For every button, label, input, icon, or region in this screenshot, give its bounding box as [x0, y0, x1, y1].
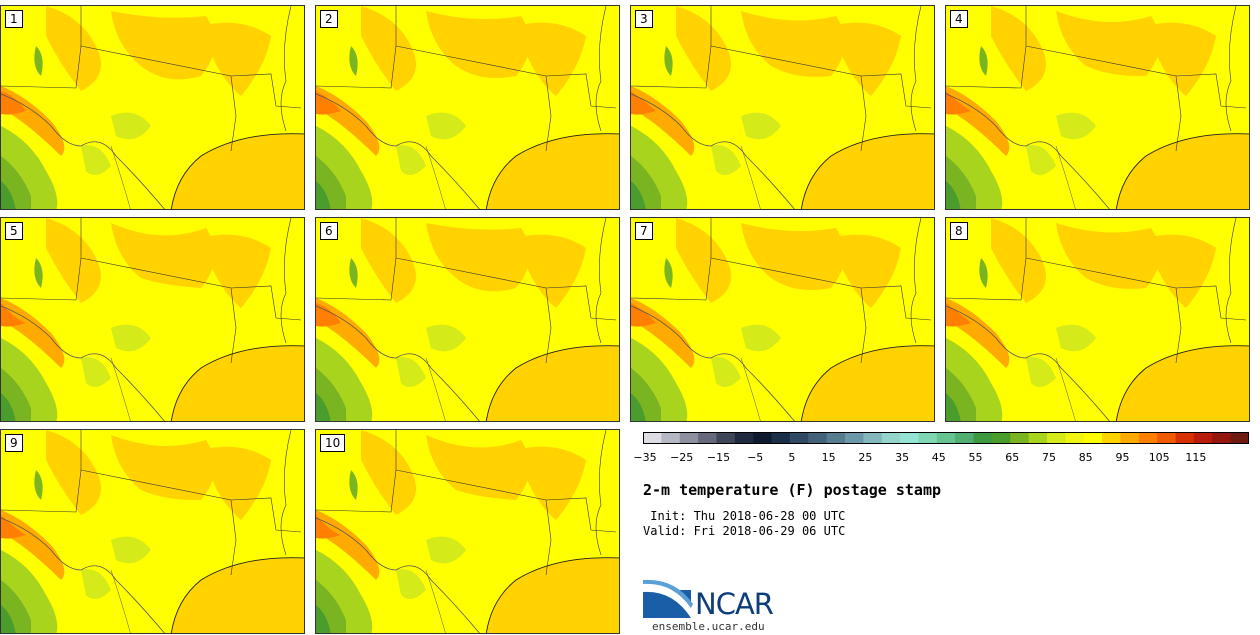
- colorbar-bin: [845, 432, 864, 444]
- colorbar-tick-label: 25: [858, 451, 873, 464]
- temperature-colorbar: [643, 432, 1249, 444]
- postage-stamp-map: 8: [945, 217, 1250, 422]
- colorbar-tick-label: 15: [821, 451, 836, 464]
- colorbar-bin: [936, 432, 956, 444]
- postage-stamp-map: 7: [630, 217, 935, 422]
- colorbar-bin: [1120, 432, 1140, 444]
- colorbar-tick-labels: −35 −25 −15 −5 5 15 25 35 45 55 65 75 85 95 105 115: [633, 451, 1249, 467]
- ncar-logo-text: NCAR: [695, 587, 774, 621]
- colorbar-bin: [881, 432, 901, 444]
- postage-stamp-map: 10: [315, 429, 620, 634]
- colorbar-bin: [1138, 432, 1158, 444]
- colorbar-bin: [679, 432, 699, 444]
- colorbar-bin: [991, 432, 1011, 444]
- stamp-member-number: 10: [320, 434, 346, 452]
- colorbar-bin: [716, 432, 736, 444]
- ensemble-url: ensemble.ucar.edu: [652, 620, 765, 633]
- ncar-logo-icon: [643, 579, 693, 618]
- colorbar-tick-label: 45: [931, 451, 946, 464]
- colorbar-bin: [1230, 432, 1249, 444]
- stamp-member-number: 9: [5, 434, 23, 452]
- colorbar-bin: [643, 432, 662, 444]
- figure-title: 2-m temperature (F) postage stamp: [643, 481, 942, 499]
- colorbar-tick-label: 5: [788, 451, 796, 464]
- colorbar-bin: [734, 432, 754, 444]
- stamp-member-number: 7: [635, 222, 653, 240]
- colorbar-tick-label: 105: [1148, 451, 1170, 464]
- colorbar-bin: [1083, 432, 1103, 444]
- colorbar-bin: [1212, 432, 1232, 444]
- colorbar-bin: [1047, 432, 1066, 444]
- colorbar-tick-label: −5: [747, 451, 764, 464]
- colorbar-tick-label: 85: [1078, 451, 1093, 464]
- colorbar-tick-label: −25: [670, 451, 694, 464]
- stamp-member-number: 3: [635, 10, 653, 28]
- colorbar-bin: [1065, 432, 1085, 444]
- colorbar-bin: [789, 432, 809, 444]
- postage-stamp-map: 6: [315, 217, 620, 422]
- colorbar-bin: [661, 432, 681, 444]
- colorbar-bin: [698, 432, 717, 444]
- colorbar-tick-label: 65: [1005, 451, 1020, 464]
- colorbar-bin: [900, 432, 919, 444]
- postage-stamp-map: 9: [0, 429, 305, 634]
- postage-stamp-map: 1: [0, 5, 305, 210]
- stamp-member-number: 6: [320, 222, 338, 240]
- valid-time: Valid: Fri 2018-06-29 06 UTC: [643, 524, 846, 538]
- colorbar-bin: [973, 432, 993, 444]
- stamp-member-number: 2: [320, 10, 338, 28]
- colorbar-border: [643, 432, 1249, 444]
- colorbar-bin: [1193, 432, 1213, 444]
- colorbar-tick-label: 35: [895, 451, 910, 464]
- postage-stamp-map: 4: [945, 5, 1250, 210]
- postage-stamp-map: 3: [630, 5, 935, 210]
- postage-stamp-map: 2: [315, 5, 620, 210]
- colorbar-tick-label: 75: [1042, 451, 1056, 464]
- colorbar-bin: [808, 432, 828, 444]
- colorbar-bin: [955, 432, 975, 444]
- stamp-member-number: 4: [950, 10, 968, 28]
- colorbar-bin: [771, 432, 791, 444]
- colorbar-bin: [918, 432, 938, 444]
- colorbar-tick-label: −35: [633, 451, 657, 464]
- colorbar-bin: [826, 432, 846, 444]
- colorbar-bin: [1102, 432, 1121, 444]
- stamp-member-number: 5: [5, 222, 23, 240]
- init-time: Init: Thu 2018-06-28 00 UTC: [643, 509, 846, 523]
- colorbar-bin: [1028, 432, 1048, 444]
- colorbar-tick-label: 115: [1185, 451, 1207, 464]
- colorbar-tick-label: 55: [968, 451, 983, 464]
- colorbar-tick-label: −15: [706, 451, 731, 464]
- colorbar-bin: [863, 432, 883, 444]
- colorbar-bin: [1175, 432, 1195, 444]
- colorbar-tick-label: 95: [1115, 451, 1130, 464]
- colorbar-bin: [753, 432, 773, 444]
- stamp-member-number: 1: [5, 10, 23, 28]
- stamp-member-number: 8: [950, 222, 968, 240]
- colorbar-bin: [1157, 432, 1177, 444]
- postage-stamp-map: 5: [0, 217, 305, 422]
- colorbar-bin: [1010, 432, 1030, 444]
